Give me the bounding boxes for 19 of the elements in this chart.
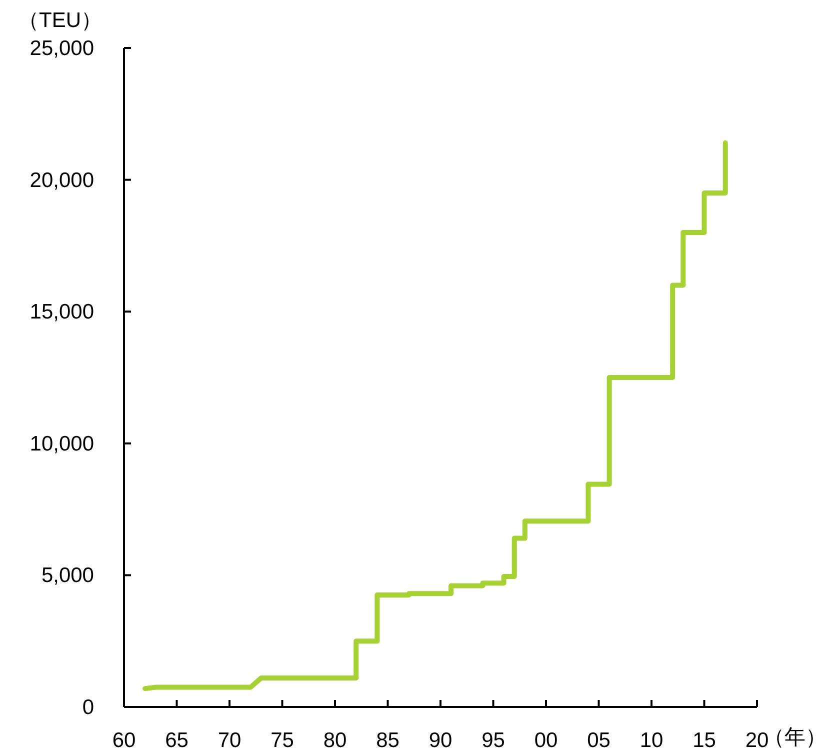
xtick: 90 — [428, 729, 452, 752]
ylabel: （TEU） — [18, 9, 102, 32]
ytick: 25,000 — [30, 37, 94, 60]
ytick: 0 — [82, 696, 94, 719]
xtick: 05 — [587, 729, 610, 752]
xtick: 75 — [270, 729, 294, 752]
ytick: 15,000 — [30, 300, 94, 324]
ytick: 10,000 — [30, 432, 94, 456]
xtick: 85 — [376, 729, 400, 752]
xtick: 60 — [112, 729, 136, 752]
ytick: 5,000 — [41, 564, 94, 588]
xtick: 95 — [482, 729, 505, 752]
xtick: 10 — [640, 729, 664, 752]
xtick: 70 — [218, 729, 242, 752]
xtick: 80 — [323, 729, 347, 752]
xtick: 65 — [165, 729, 188, 752]
xtick: 00 — [534, 729, 558, 752]
xtick: 15 — [692, 729, 716, 752]
ytick: 20,000 — [30, 168, 94, 192]
